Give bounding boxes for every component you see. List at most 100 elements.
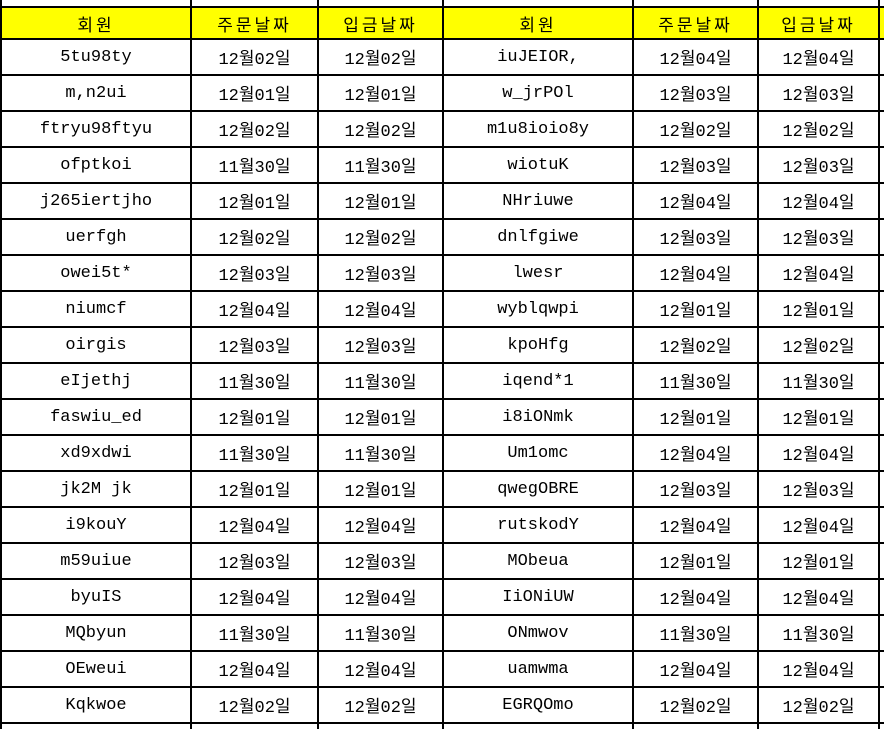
- order-date-cell[interactable]: 12월02일: [190, 110, 319, 148]
- deposit-date-cell[interactable]: 12월01일: [317, 470, 444, 508]
- member-cell[interactable]: j265iertjho: [0, 182, 192, 220]
- deposit-date-cell[interactable]: 12월01일: [317, 398, 444, 436]
- member-cell[interactable]: eIjethj: [0, 362, 192, 400]
- deposit-date-cell[interactable]: 12월02일: [757, 326, 880, 364]
- member-cell[interactable]: wiotuK: [442, 146, 634, 184]
- column-header-member[interactable]: 회원: [0, 6, 192, 40]
- deposit-date-cell[interactable]: 12월01일: [317, 74, 444, 112]
- order-date-cell[interactable]: 12월02일: [632, 686, 759, 724]
- deposit-date-cell[interactable]: 12월04일: [317, 506, 444, 544]
- deposit-date-cell[interactable]: 12월04일: [317, 578, 444, 616]
- order-date-cell[interactable]: 12월03일: [632, 470, 759, 508]
- order-date-cell[interactable]: 12월01일: [190, 74, 319, 112]
- member-cell[interactable]: uamwma: [442, 650, 634, 688]
- column-header-deposit-date[interactable]: 입금날짜: [757, 6, 880, 40]
- order-date-cell[interactable]: 12월03일: [632, 218, 759, 256]
- order-date-cell[interactable]: 11월30일: [190, 614, 319, 652]
- member-cell[interactable]: oirgis: [0, 326, 192, 364]
- order-date-cell[interactable]: 12월04일: [632, 254, 759, 292]
- member-cell[interactable]: owei5t*: [0, 254, 192, 292]
- deposit-date-cell[interactable]: 12월01일: [757, 542, 880, 580]
- column-header-order-date[interactable]: 주문날짜: [190, 6, 319, 40]
- deposit-date-cell[interactable]: 11월30일: [757, 362, 880, 400]
- member-cell[interactable]: ONmwov: [442, 614, 634, 652]
- member-cell[interactable]: iuJEIOR,: [442, 38, 634, 76]
- member-cell[interactable]: m59uiue: [0, 542, 192, 580]
- deposit-date-cell[interactable]: 11월30일: [317, 614, 444, 652]
- deposit-date-cell[interactable]: 12월04일: [757, 254, 880, 292]
- order-date-cell[interactable]: 12월02일: [190, 38, 319, 76]
- member-cell[interactable]: ofptkoi: [0, 146, 192, 184]
- deposit-date-cell[interactable]: 12월03일: [317, 326, 444, 364]
- deposit-date-cell[interactable]: 12월03일: [757, 74, 880, 112]
- order-date-cell[interactable]: 12월03일: [190, 326, 319, 364]
- deposit-date-cell[interactable]: 12월02일: [757, 110, 880, 148]
- member-cell[interactable]: qwegOBRE: [442, 470, 634, 508]
- deposit-date-cell[interactable]: 12월02일: [317, 110, 444, 148]
- member-cell[interactable]: uerfgh: [0, 218, 192, 256]
- member-cell[interactable]: m,n2ui: [0, 74, 192, 112]
- member-cell[interactable]: ftryu98ftyu: [0, 110, 192, 148]
- deposit-date-cell[interactable]: 11월30일: [757, 614, 880, 652]
- member-cell[interactable]: iqend*1: [442, 362, 634, 400]
- order-date-cell[interactable]: 12월04일: [190, 650, 319, 688]
- deposit-date-cell[interactable]: 11월30일: [317, 146, 444, 184]
- member-cell[interactable]: lwesr: [442, 254, 634, 292]
- deposit-date-cell[interactable]: 12월01일: [757, 290, 880, 328]
- order-date-cell[interactable]: 12월04일: [632, 506, 759, 544]
- deposit-date-cell[interactable]: 12월01일: [317, 182, 444, 220]
- deposit-date-cell[interactable]: 12월04일: [757, 182, 880, 220]
- member-cell[interactable]: faswiu_ed: [0, 398, 192, 436]
- order-date-cell[interactable]: 12월04일: [190, 578, 319, 616]
- member-cell[interactable]: i8iONmk: [442, 398, 634, 436]
- deposit-date-cell[interactable]: 12월04일: [757, 434, 880, 472]
- order-date-cell[interactable]: 12월04일: [632, 38, 759, 76]
- deposit-date-cell[interactable]: 12월02일: [317, 218, 444, 256]
- order-date-cell[interactable]: 12월04일: [190, 506, 319, 544]
- order-date-cell[interactable]: 12월03일: [190, 542, 319, 580]
- member-cell[interactable]: rutskodY: [442, 506, 634, 544]
- order-date-cell[interactable]: 12월02일: [190, 686, 319, 724]
- deposit-date-cell[interactable]: 12월03일: [317, 254, 444, 292]
- member-cell[interactable]: i9kouY: [0, 506, 192, 544]
- order-date-cell[interactable]: 12월04일: [632, 182, 759, 220]
- column-header-member[interactable]: 회원: [442, 6, 634, 40]
- member-cell[interactable]: xd9xdwi: [0, 434, 192, 472]
- order-date-cell[interactable]: 12월03일: [632, 74, 759, 112]
- member-cell[interactable]: kpoHfg: [442, 326, 634, 364]
- deposit-date-cell[interactable]: 11월30일: [317, 362, 444, 400]
- member-cell[interactable]: wyblqwpi: [442, 290, 634, 328]
- order-date-cell[interactable]: 12월02일: [632, 326, 759, 364]
- deposit-date-cell[interactable]: 12월02일: [317, 686, 444, 724]
- order-date-cell[interactable]: 12월01일: [190, 182, 319, 220]
- order-date-cell[interactable]: 12월04일: [632, 578, 759, 616]
- deposit-date-cell[interactable]: 12월04일: [757, 650, 880, 688]
- order-date-cell[interactable]: 12월01일: [190, 470, 319, 508]
- order-date-cell[interactable]: 12월03일: [632, 146, 759, 184]
- member-cell[interactable]: 5tu98ty: [0, 38, 192, 76]
- deposit-date-cell[interactable]: 12월04일: [757, 38, 880, 76]
- order-date-cell[interactable]: 12월01일: [632, 398, 759, 436]
- member-cell[interactable]: niumcf: [0, 290, 192, 328]
- deposit-date-cell[interactable]: 11월30일: [317, 434, 444, 472]
- deposit-date-cell[interactable]: 12월03일: [757, 218, 880, 256]
- member-cell[interactable]: Um1omc: [442, 434, 634, 472]
- deposit-date-cell[interactable]: 12월02일: [317, 38, 444, 76]
- order-date-cell[interactable]: 11월30일: [190, 434, 319, 472]
- member-cell[interactable]: m1u8ioio8y: [442, 110, 634, 148]
- member-cell[interactable]: MQbyun: [0, 614, 192, 652]
- column-header-deposit-date[interactable]: 입금날짜: [317, 6, 444, 40]
- member-cell[interactable]: dnlfgiwe: [442, 218, 634, 256]
- order-date-cell[interactable]: 12월01일: [632, 290, 759, 328]
- order-date-cell[interactable]: 12월04일: [190, 290, 319, 328]
- member-cell[interactable]: w_jrPOl: [442, 74, 634, 112]
- member-cell[interactable]: NHriuwe: [442, 182, 634, 220]
- member-cell[interactable]: EGRQOmo: [442, 686, 634, 724]
- order-date-cell[interactable]: 12월01일: [190, 398, 319, 436]
- deposit-date-cell[interactable]: 12월04일: [317, 290, 444, 328]
- order-date-cell[interactable]: 12월02일: [632, 110, 759, 148]
- deposit-date-cell[interactable]: 12월04일: [757, 578, 880, 616]
- deposit-date-cell[interactable]: 12월02일: [757, 686, 880, 724]
- deposit-date-cell[interactable]: 12월01일: [757, 398, 880, 436]
- order-date-cell[interactable]: 12월03일: [190, 254, 319, 292]
